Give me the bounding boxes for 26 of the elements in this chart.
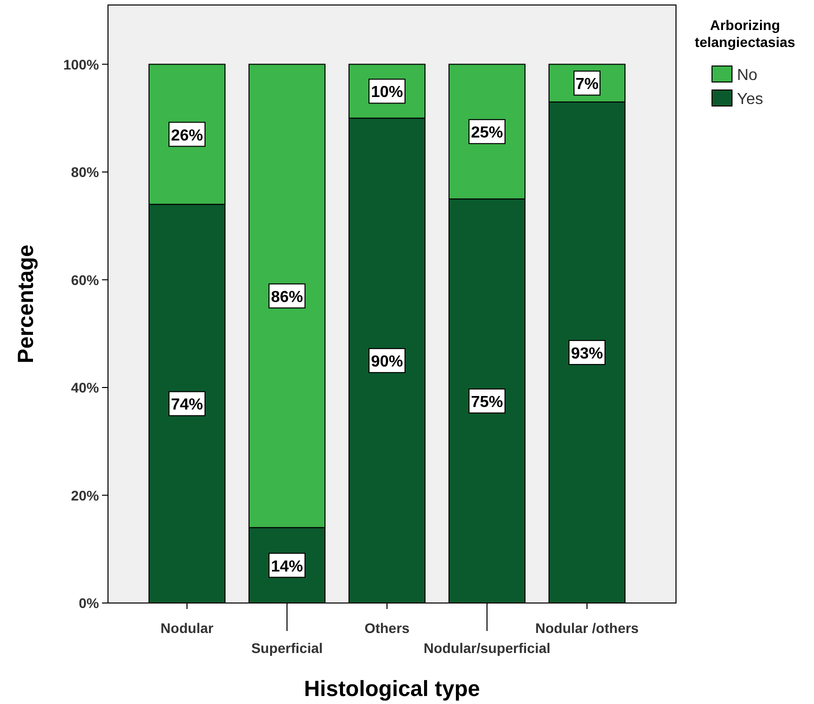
y-tick-label: 40% <box>70 380 100 396</box>
x-tick-label: Nodular/superficial <box>424 640 550 656</box>
data-label: 74% <box>170 396 204 414</box>
y-tick-label: 60% <box>70 272 100 288</box>
x-tick-label: Nodular /others <box>535 620 639 636</box>
data-label: 7% <box>575 76 599 94</box>
data-label: 10% <box>370 84 404 102</box>
legend-label: Yes <box>737 91 764 108</box>
legend-label: No <box>737 67 758 84</box>
y-tick-label: 0% <box>78 595 100 611</box>
x-tick-label: Superficial <box>251 640 323 656</box>
y-tick-label: 80% <box>70 164 100 180</box>
x-tick-label: Others <box>364 620 410 636</box>
data-label: 90% <box>370 354 404 371</box>
legend-title: Arborizing telangiectasias <box>694 17 796 50</box>
data-label: 14% <box>270 558 304 576</box>
y-axis-title: Percentage <box>13 244 38 364</box>
data-label: 26% <box>170 127 204 144</box>
y-tick-label: 20% <box>70 487 100 504</box>
data-label: 93% <box>570 345 604 362</box>
data-label: 86% <box>270 288 304 306</box>
x-tick-label: Nodular <box>160 620 214 636</box>
y-tick-label: 100% <box>63 56 100 72</box>
data-label: 75% <box>470 394 504 411</box>
data-label: 25% <box>470 124 504 142</box>
x-axis-title: Histological type <box>304 676 480 701</box>
